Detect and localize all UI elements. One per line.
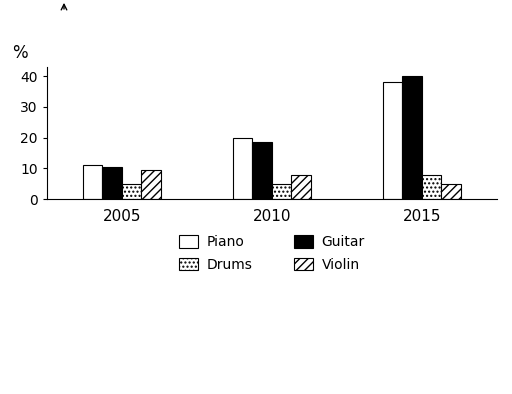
Bar [82, 165, 102, 199]
Bar [422, 175, 441, 199]
Bar [441, 184, 461, 199]
Legend: Piano, Drums, Guitar, Violin: Piano, Drums, Guitar, Violin [173, 230, 371, 277]
Bar [291, 175, 311, 199]
Bar [383, 82, 402, 199]
Bar [102, 167, 122, 199]
Bar [122, 184, 141, 199]
Bar [402, 76, 422, 199]
Y-axis label: %: % [12, 44, 28, 62]
Bar [233, 138, 252, 199]
Bar [272, 184, 291, 199]
Bar [252, 142, 272, 199]
Bar [141, 170, 161, 199]
